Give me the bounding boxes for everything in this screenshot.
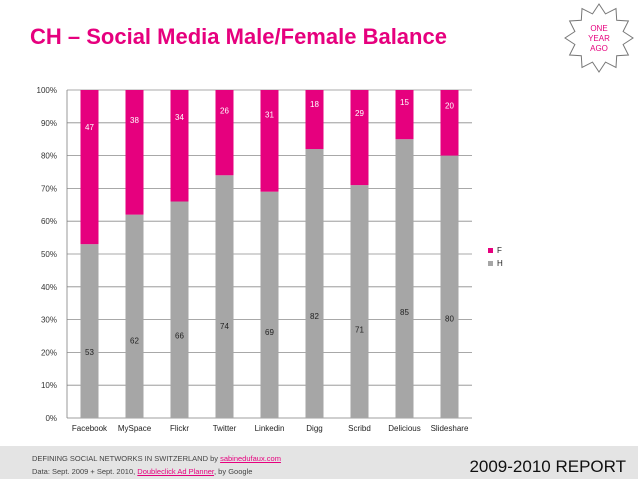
legend-swatch-f — [488, 248, 493, 253]
data-label-f: 20 — [445, 102, 454, 111]
data-label-h: 62 — [130, 337, 139, 346]
bar-f — [170, 90, 189, 202]
footer-source: Data: Sept. 2009 + Sept. 2010, Doublecli… — [32, 467, 252, 476]
data-label-f: 31 — [265, 110, 274, 119]
x-tick-label: Delicious — [388, 424, 420, 433]
bar-f — [350, 90, 369, 186]
doubleclick-link[interactable]: Doubleclick Ad Planner — [137, 467, 215, 476]
data-label-h: 74 — [220, 322, 229, 331]
data-label-h: 53 — [85, 348, 94, 357]
bar-h — [170, 201, 189, 418]
y-tick-label: 30% — [41, 316, 57, 325]
x-tick-label: Flickr — [170, 424, 189, 433]
y-tick-label: 70% — [41, 184, 57, 193]
bar-f — [125, 90, 144, 215]
data-label-f: 47 — [85, 123, 94, 132]
footer: DEFINING SOCIAL NETWORKS IN SWITZERLAND … — [0, 446, 638, 479]
x-tick-label: Digg — [306, 424, 322, 433]
x-tick-label: Slideshare — [431, 424, 469, 433]
sabinedufaux-link[interactable]: sabinedufaux.com — [220, 454, 281, 463]
bar-h — [125, 214, 144, 418]
one-year-ago-badge: ONE YEAR AGO — [563, 2, 635, 74]
data-label-f: 26 — [220, 106, 229, 115]
data-label-f: 15 — [400, 98, 409, 107]
badge-line-3: AGO — [590, 44, 608, 53]
bar-h — [395, 139, 414, 418]
data-label-h: 69 — [265, 328, 274, 337]
x-tick-label: Twitter — [213, 424, 237, 433]
data-label-h: 66 — [175, 332, 184, 341]
x-tick-label: MySpace — [118, 424, 152, 433]
x-tick-label: Linkedin — [255, 424, 285, 433]
bar-f — [440, 90, 459, 156]
data-label-h: 85 — [400, 308, 409, 317]
data-label-f: 29 — [355, 109, 364, 118]
footer-source-text: Data: Sept. 2009 + Sept. 2010, — [32, 467, 138, 476]
legend-swatch-h — [488, 261, 493, 266]
page-title: CH – Social Media Male/Female Balance — [30, 24, 447, 49]
x-tick-label: Facebook — [72, 424, 108, 433]
report-label: 2009-2010 REPORT — [469, 457, 626, 476]
data-label-h: 80 — [445, 314, 454, 323]
x-tick-label: Scribd — [348, 424, 371, 433]
y-tick-label: 60% — [41, 217, 57, 226]
stacked-bar-chart: 0% 10% 20% 30% 40% 50% 60% 70% 80% 90% 100% 53 47 Fac… — [37, 86, 503, 433]
data-label-f: 18 — [310, 100, 319, 109]
legend-label-f: F — [497, 246, 502, 255]
bar-h — [440, 155, 459, 418]
y-tick-label: 100% — [37, 86, 57, 95]
data-label-h: 71 — [355, 326, 364, 335]
y-tick-label: 90% — [41, 119, 57, 128]
y-tick-label: 10% — [41, 381, 57, 390]
y-tick-label: 20% — [41, 348, 57, 357]
data-label-h: 82 — [310, 312, 319, 321]
footer-source-suffix: , by Google — [214, 467, 253, 476]
legend-label-h: H — [497, 259, 503, 268]
bar-f — [215, 90, 234, 176]
bar-h — [260, 191, 279, 418]
y-tick-label: 0% — [45, 414, 57, 423]
badge-line-2: YEAR — [588, 34, 610, 43]
bar-f — [260, 90, 279, 192]
bar-f — [395, 90, 414, 140]
footer-credit: DEFINING SOCIAL NETWORKS IN SWITZERLAND … — [32, 454, 281, 463]
y-tick-label: 40% — [41, 283, 57, 292]
data-label-f: 34 — [175, 113, 184, 122]
y-tick-label: 80% — [41, 152, 57, 161]
bar-f — [305, 90, 324, 150]
bar-f — [80, 90, 99, 245]
bar-h — [215, 175, 234, 418]
bar-h — [305, 149, 324, 419]
starburst-icon — [564, 3, 634, 73]
data-label-f: 38 — [130, 116, 139, 125]
bar-h — [80, 244, 99, 418]
badge-line-1: ONE — [590, 24, 608, 33]
y-tick-label: 50% — [41, 250, 57, 259]
footer-credit-text: DEFINING SOCIAL NETWORKS IN SWITZERLAND … — [32, 454, 221, 463]
bar-h — [350, 185, 369, 418]
